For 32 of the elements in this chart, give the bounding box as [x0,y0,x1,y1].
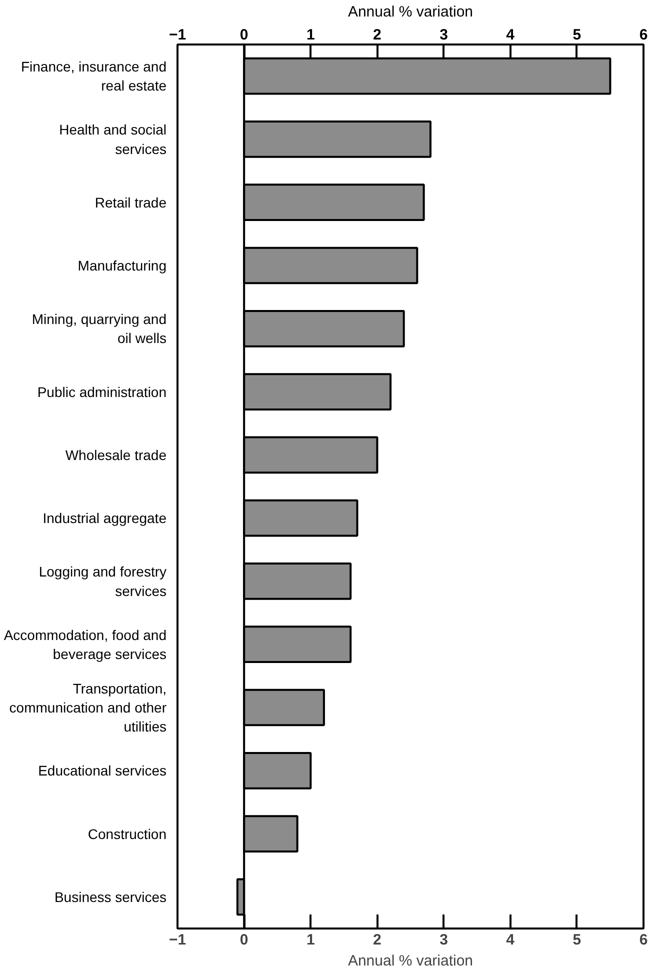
x-tick-label: −1 [168,26,186,44]
x-tick-label: 2 [373,26,382,44]
y-tick-label: Construction [88,826,166,842]
x-tick-label: 4 [506,26,516,44]
x-axis-title: Annual % variation [348,4,474,20]
x2-tick-label: 4 [506,932,516,948]
y-tick-label: Manufacturing [78,258,166,274]
x2-tick-label: 3 [440,932,448,948]
x2-tick-label: 0 [240,932,248,948]
y-tick-label: Public administration [37,384,166,400]
x2-tick-label: 6 [639,932,648,948]
x2-tick-label: 2 [373,932,382,948]
x-tick-label: 6 [639,26,648,44]
x-tick-label: 1 [306,26,315,44]
x2-tick-label: −1 [168,932,186,948]
x2-tick-label: 5 [572,932,582,948]
y-tick-label: Industrial aggregate [42,510,167,526]
x2-axis-title: Annual % variation [348,952,474,970]
y-tick-label: Accommodation, food and beverage services [4,626,167,662]
y-tick-label: Educational services [38,762,167,779]
x-tick-label: 3 [440,26,448,44]
y-tick-label: Health and social services [59,122,167,157]
x-tick-label: 5 [572,26,582,44]
y-tick-label: Logging and forestry services [38,564,167,599]
y-tick-label: Business services [54,888,167,905]
x-tick-label: 0 [240,26,248,44]
y-tick-label: Finance, insurance and real estate [20,58,167,94]
x2-tick-label: 1 [306,932,315,948]
y-tick-label: Transportation, communication and other utilities [9,680,167,735]
y-tick-label: Wholesale trade [65,446,167,463]
y-tick-label: Retail trade [94,194,167,210]
y-tick-label: Mining, quarrying and oil wells [32,311,167,346]
